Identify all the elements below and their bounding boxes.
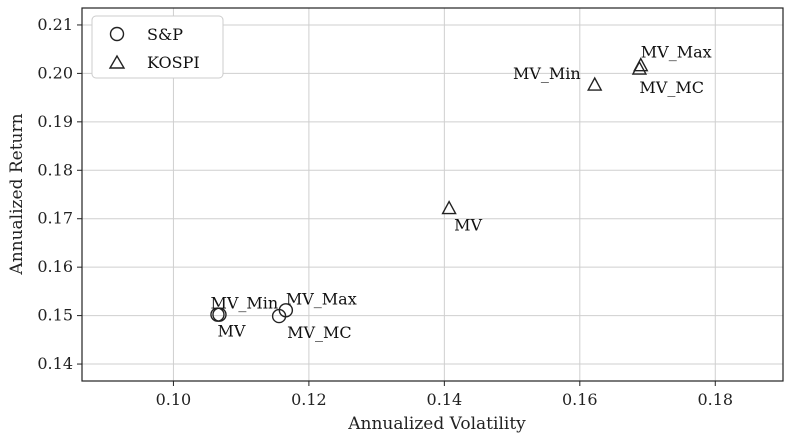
x-tick-label: 0.12 (291, 390, 327, 409)
sp-point-mv-min (212, 307, 227, 322)
annotation-mv-mc: MV_MC (287, 323, 352, 342)
x-axis-label: Annualized Volatility (347, 414, 526, 434)
sp-point-mv-max (278, 303, 294, 318)
annotation-mv-min: MV_Min (513, 64, 581, 83)
legend-triangle-marker (108, 54, 126, 69)
y-tick-label: 0.14 (37, 354, 73, 373)
y-tick-label: 0.19 (37, 112, 73, 131)
y-tick-label: 0.17 (37, 209, 73, 228)
legend-label-kospi: KOSPI (147, 53, 200, 72)
y-tick-label: 0.21 (37, 15, 73, 34)
y-axis-label: Annualized Return (7, 113, 27, 275)
legend: S&P KOSPI (91, 15, 224, 79)
annotation-mv-max: MV_Max (286, 289, 357, 308)
y-tick-label: 0.18 (37, 160, 73, 179)
kospi-point-mv-max (633, 57, 649, 72)
annotation-mv-max: MV_Max (641, 43, 712, 62)
x-tick-label: 0.14 (427, 390, 463, 409)
annotation-mv: MV (454, 216, 482, 235)
plot-frame (81, 7, 784, 382)
kospi-point-mv-min (587, 76, 603, 91)
legend-label-sp: S&P (147, 25, 183, 44)
x-tick-label: 0.16 (562, 390, 598, 409)
x-tick-label: 0.10 (156, 390, 192, 409)
annotation-mv-min: MV_Min (210, 294, 278, 313)
annotation-mv-mc: MV_MC (639, 78, 704, 97)
x-tick-label: 0.18 (697, 390, 733, 409)
y-tick-label: 0.15 (37, 306, 73, 325)
legend-box (91, 15, 224, 79)
legend-circle-marker (109, 26, 125, 42)
point-annotations: MV_Min MV MV_Max MV_MC MV MV_Min MV_Max MV_MC (210, 43, 711, 342)
y-tick-label: 0.20 (37, 63, 73, 82)
data-points (210, 57, 649, 324)
kospi-point-mv (441, 200, 457, 215)
y-tick-label: 0.16 (37, 257, 73, 276)
axis-ticks: 0.10 0.12 0.14 0.16 0.18 0.14 0.15 0.16 0.17 0.18… (37, 15, 733, 409)
annotation-mv: MV (217, 322, 245, 341)
